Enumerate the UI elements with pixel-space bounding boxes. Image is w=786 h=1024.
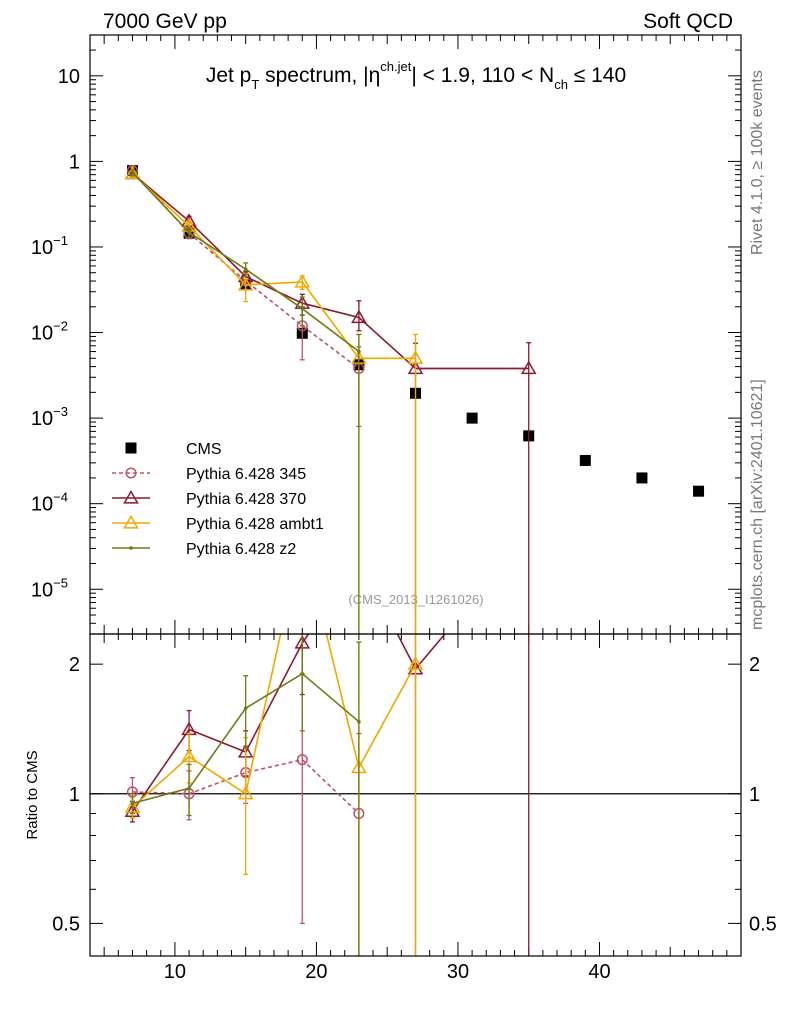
xtick-label: 20 — [305, 961, 327, 983]
data-point — [294, 273, 311, 288]
legend-item: Pythia 6.428 ambt1 — [112, 514, 324, 533]
xtick-label: 10 — [164, 961, 186, 983]
legend-item: Pythia 6.428 370 — [112, 489, 306, 508]
data-point — [300, 671, 305, 676]
main-ytick-label: 10−4 — [31, 490, 68, 516]
data-point — [407, 350, 424, 364]
data-point — [466, 412, 478, 424]
ratio-ytick-label-right: 0.5 — [749, 913, 777, 935]
legend-label: Pythia 6.428 z2 — [186, 541, 296, 558]
main-ytick-label: 10−3 — [31, 404, 68, 430]
series-pythia-6-428-ambt1 — [124, 634, 424, 956]
data-point — [407, 656, 424, 670]
data-point — [520, 360, 537, 375]
ratio-ytick-label-left: 1 — [69, 784, 80, 806]
data-point — [237, 276, 254, 291]
ratio-ytick-label-left: 2 — [69, 654, 80, 676]
data-point — [130, 801, 135, 806]
data-point — [693, 485, 705, 497]
legend-item: CMS — [125, 441, 222, 458]
series-pythia-6-428-z2 — [129, 169, 362, 634]
legend: CMS Pythia 6.428 345 Pythia 6.428 370 Pythi… — [112, 441, 324, 558]
ratio-ytick-label-right: 1 — [749, 784, 760, 806]
header-left: 7000 GeV pp — [103, 10, 227, 33]
data-point — [351, 309, 367, 324]
main-axis-ticks: 10 1 10−1 10−2 10−3 10−4 10−5 — [31, 34, 742, 635]
data-point — [237, 785, 254, 800]
main-ytick-label: 10−5 — [31, 575, 68, 601]
main-series — [124, 165, 705, 634]
series-line — [131, 634, 417, 808]
ratio-series — [124, 634, 530, 956]
header-right: Soft QCD — [643, 10, 733, 33]
side-label-mcplots: mcplots.cern.ch [arXiv:2401.10621] — [749, 379, 766, 630]
legend-marker — [129, 546, 133, 550]
data-point — [579, 454, 591, 466]
legend-label: Pythia 6.428 345 — [186, 466, 306, 483]
main-ytick-label: 1 — [69, 151, 80, 173]
data-point — [187, 786, 191, 791]
ratio-ytick-label-right: 2 — [749, 654, 760, 676]
data-point — [243, 267, 248, 271]
xtick-label: 30 — [447, 961, 469, 983]
legend-item: Pythia 6.428 345 — [112, 466, 306, 483]
legend-marker — [123, 514, 139, 529]
legend-label: Pythia 6.428 ambt1 — [186, 516, 324, 533]
main-ytick-label: 10 — [58, 66, 80, 88]
data-point — [124, 165, 141, 180]
ratio-plot-frame — [89, 633, 742, 957]
legend-marker — [125, 442, 137, 454]
data-point — [130, 170, 135, 175]
ratio-ytick-label-left: 0.5 — [52, 913, 80, 935]
data-point — [636, 472, 648, 484]
xtick-label: 40 — [588, 961, 610, 983]
series-line — [131, 172, 529, 370]
main-ytick-label: 10−2 — [31, 319, 68, 345]
ratio-ylabel: Ratio to CMS — [24, 750, 41, 839]
legend-label: Pythia 6.428 370 — [186, 491, 306, 508]
data-point — [357, 349, 361, 354]
data-point — [357, 719, 361, 724]
data-point — [181, 748, 197, 763]
legend-marker — [125, 467, 137, 479]
data-point — [300, 306, 305, 311]
series-line — [131, 172, 360, 353]
main-ytick-label: 10−1 — [31, 233, 68, 259]
data-point — [243, 706, 248, 711]
series-pythia-6-428-z2 — [129, 634, 362, 956]
series-line — [131, 173, 416, 360]
data-point — [187, 230, 191, 235]
legend-item: Pythia 6.428 z2 — [112, 541, 296, 558]
legend-label: CMS — [186, 441, 222, 458]
side-label-rivet: Rivet 4.1.0, ≥ 100k events — [749, 70, 766, 255]
series-line — [131, 634, 446, 812]
legend-marker — [123, 489, 139, 504]
data-point — [296, 754, 308, 766]
main-title: Jet pT spectrum, |ηch.jet| < 1.9, 110 < … — [206, 59, 626, 92]
ratio-axis-ticks: 2 2 1 1 0.5 0.5 10 20 30 40 — [52, 634, 777, 983]
